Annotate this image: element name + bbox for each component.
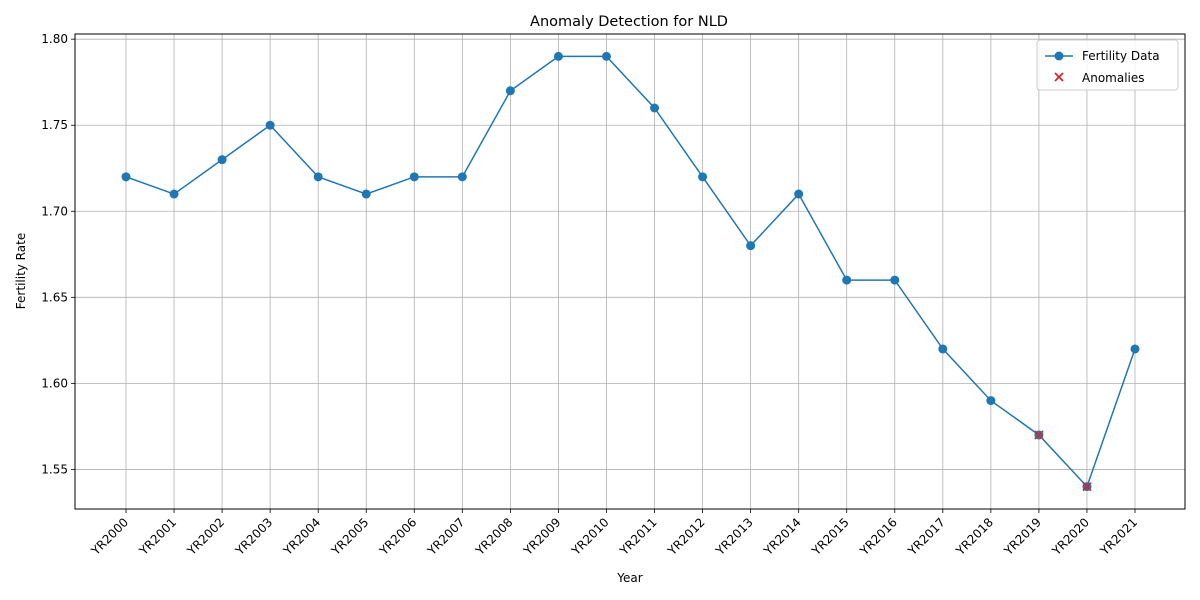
legend-label-anomalies: Anomalies: [1082, 71, 1145, 85]
x-axis-label: Year: [616, 571, 642, 585]
fertility-point: [313, 172, 323, 182]
fertility-point: [890, 275, 900, 285]
fertility-point: [1130, 344, 1140, 354]
fertility-point: [842, 275, 852, 285]
series-layer: [121, 51, 1140, 492]
y-tick-label: 1.60: [41, 376, 68, 390]
fertility-point: [601, 51, 611, 61]
fertility-point: [746, 241, 756, 251]
fertility-point: [457, 172, 467, 182]
legend: Fertility Data Anomalies: [1036, 39, 1179, 91]
fertility-point: [265, 120, 275, 130]
fertility-point: [650, 103, 660, 113]
y-axis-label: Fertility Rate: [14, 233, 28, 309]
legend-box: [1036, 39, 1179, 91]
anomaly-point: [1082, 481, 1092, 492]
y-axis: 1.55 1.60 1.65 1.70 1.75 1.80: [41, 32, 75, 476]
anomaly-point: [1034, 430, 1044, 440]
fertility-point: [361, 189, 371, 199]
grid: [75, 34, 1185, 509]
y-tick-label: 1.65: [41, 290, 68, 304]
y-tick-label: 1.55: [41, 462, 68, 476]
plot-frame: [74, 33, 1186, 510]
fertility-point: [169, 189, 179, 199]
y-tick-label: 1.70: [41, 204, 68, 218]
y-tick-label: 1.80: [41, 32, 68, 46]
fertility-point: [938, 344, 948, 354]
fertility-point: [698, 172, 708, 182]
y-tick-label: 1.75: [41, 118, 68, 132]
fertility-line: [125, 55, 1136, 489]
legend-label-fertility: Fertility Data: [1082, 49, 1160, 63]
fertility-point: [121, 172, 131, 182]
legend-marker-anomalies: [1054, 72, 1064, 82]
fertility-point: [794, 189, 804, 199]
fertility-point: [409, 172, 419, 182]
legend-marker-fertility: [1054, 51, 1064, 61]
fertility-point: [217, 155, 227, 165]
fertility-point: [505, 86, 515, 96]
chart-title: Anomaly Detection for NLD: [530, 14, 728, 30]
fertility-point: [986, 396, 996, 406]
fertility-point: [553, 51, 563, 61]
